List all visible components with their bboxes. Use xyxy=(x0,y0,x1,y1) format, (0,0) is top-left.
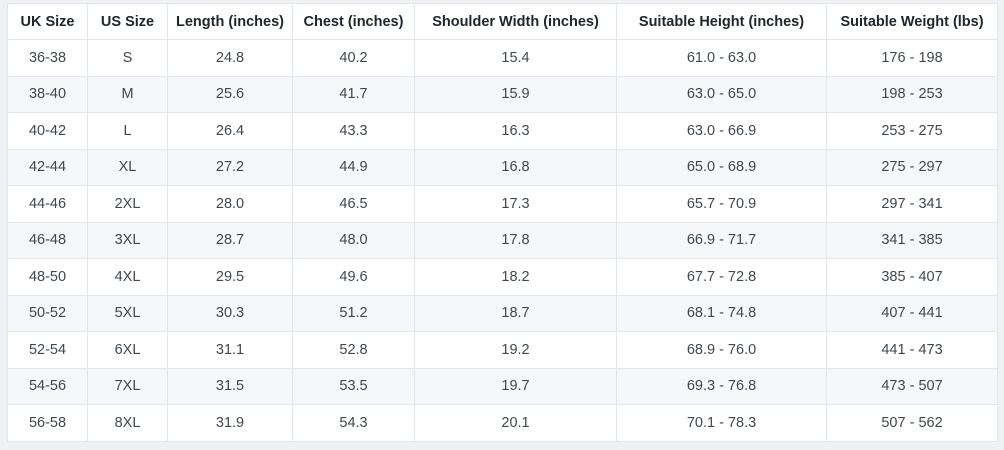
table-cell: 15.4 xyxy=(414,39,617,77)
table-cell: 51.2 xyxy=(292,294,415,332)
table-cell: 49.6 xyxy=(292,258,415,296)
table-row: 50-52 5XL 30.3 51.2 18.7 68.1 - 74.8 407 - 441 xyxy=(7,294,998,332)
table-cell: 28.7 xyxy=(167,221,293,259)
table-cell: 16.8 xyxy=(414,148,617,186)
table-cell: 52.8 xyxy=(292,331,415,369)
column-header-us-size: US Size xyxy=(87,3,168,40)
table-cell: S xyxy=(87,39,168,77)
table-row: 56-58 8XL 31.9 54.3 20.1 70.1 - 78.3 507 - 562 xyxy=(7,404,998,442)
table-cell: 54-56 xyxy=(7,367,88,405)
table-cell: 63.0 - 66.9 xyxy=(616,112,827,150)
table-cell: 19.7 xyxy=(414,367,617,405)
table-cell: 5XL xyxy=(87,294,168,332)
table-body: 36-38 S 24.8 40.2 15.4 61.0 - 63.0 176 - 198 38… xyxy=(7,39,998,442)
table-cell: 20.1 xyxy=(414,404,617,442)
table-cell: 68.9 - 76.0 xyxy=(616,331,827,369)
table-cell: 63.0 - 65.0 xyxy=(616,75,827,113)
table-cell: 15.9 xyxy=(414,75,617,113)
table-cell: 53.5 xyxy=(292,367,415,405)
table-cell: 507 - 562 xyxy=(826,404,998,442)
table-cell: 70.1 - 78.3 xyxy=(616,404,827,442)
table-cell: 473 - 507 xyxy=(826,367,998,405)
table-cell: 48-50 xyxy=(7,258,88,296)
table-row: 46-48 3XL 28.7 48.0 17.8 66.9 - 71.7 341 - 385 xyxy=(7,221,998,259)
table-cell: 40.2 xyxy=(292,39,415,77)
table-cell: 176 - 198 xyxy=(826,39,998,77)
table-cell: XL xyxy=(87,148,168,186)
table-cell: 54.3 xyxy=(292,404,415,442)
table-cell: 2XL xyxy=(87,185,168,223)
column-header-uk-size: UK Size xyxy=(7,3,88,40)
table-cell: 17.3 xyxy=(414,185,617,223)
table-cell: 18.7 xyxy=(414,294,617,332)
size-chart-table: UK Size US Size Length (inches) Chest (i… xyxy=(7,3,998,442)
table-cell: 43.3 xyxy=(292,112,415,150)
table-header-row: UK Size US Size Length (inches) Chest (i… xyxy=(7,3,998,40)
table-cell: 8XL xyxy=(87,404,168,442)
table-cell: 65.0 - 68.9 xyxy=(616,148,827,186)
table-cell: 4XL xyxy=(87,258,168,296)
table-cell: 29.5 xyxy=(167,258,293,296)
table-row: 44-46 2XL 28.0 46.5 17.3 65.7 - 70.9 297 - 341 xyxy=(7,185,998,223)
table-row: 54-56 7XL 31.5 53.5 19.7 69.3 - 76.8 473 - 507 xyxy=(7,367,998,405)
table-cell: 46-48 xyxy=(7,221,88,259)
table-cell: 26.4 xyxy=(167,112,293,150)
table-cell: 56-58 xyxy=(7,404,88,442)
table-cell: 50-52 xyxy=(7,294,88,332)
table-cell: 38-40 xyxy=(7,75,88,113)
table-cell: 44-46 xyxy=(7,185,88,223)
table-cell: 6XL xyxy=(87,331,168,369)
table-cell: M xyxy=(87,75,168,113)
column-header-suitable-weight: Suitable Weight (lbs) xyxy=(826,3,998,40)
table-cell: 441 - 473 xyxy=(826,331,998,369)
table-cell: 30.3 xyxy=(167,294,293,332)
table-cell: 407 - 441 xyxy=(826,294,998,332)
table-cell: 7XL xyxy=(87,367,168,405)
column-header-length: Length (inches) xyxy=(167,3,293,40)
table-cell: 385 - 407 xyxy=(826,258,998,296)
table-cell: 44.9 xyxy=(292,148,415,186)
table-cell: 52-54 xyxy=(7,331,88,369)
column-header-shoulder-width: Shoulder Width (inches) xyxy=(414,3,617,40)
table-row: 52-54 6XL 31.1 52.8 19.2 68.9 - 76.0 441 - 473 xyxy=(7,331,998,369)
table-cell: 297 - 341 xyxy=(826,185,998,223)
table-cell: 42-44 xyxy=(7,148,88,186)
table-cell: 17.8 xyxy=(414,221,617,259)
table-cell: 31.5 xyxy=(167,367,293,405)
table-cell: 67.7 - 72.8 xyxy=(616,258,827,296)
table-cell: 198 - 253 xyxy=(826,75,998,113)
table-row: 36-38 S 24.8 40.2 15.4 61.0 - 63.0 176 - 198 xyxy=(7,39,998,77)
table-cell: 46.5 xyxy=(292,185,415,223)
column-header-suitable-height: Suitable Height (inches) xyxy=(616,3,827,40)
table-cell: 36-38 xyxy=(7,39,88,77)
table-cell: 3XL xyxy=(87,221,168,259)
table-cell: 18.2 xyxy=(414,258,617,296)
table-cell: 41.7 xyxy=(292,75,415,113)
table-cell: 27.2 xyxy=(167,148,293,186)
table-cell: 16.3 xyxy=(414,112,617,150)
table-row: 40-42 L 26.4 43.3 16.3 63.0 - 66.9 253 - 275 xyxy=(7,112,998,150)
table-cell: 275 - 297 xyxy=(826,148,998,186)
table-cell: 40-42 xyxy=(7,112,88,150)
column-header-chest: Chest (inches) xyxy=(292,3,415,40)
table-cell: 66.9 - 71.7 xyxy=(616,221,827,259)
table-cell: 341 - 385 xyxy=(826,221,998,259)
table-cell: 68.1 - 74.8 xyxy=(616,294,827,332)
table-cell: 28.0 xyxy=(167,185,293,223)
table-row: 42-44 XL 27.2 44.9 16.8 65.0 - 68.9 275 - 297 xyxy=(7,148,998,186)
table-cell: 19.2 xyxy=(414,331,617,369)
table-row: 48-50 4XL 29.5 49.6 18.2 67.7 - 72.8 385 - 407 xyxy=(7,258,998,296)
table-cell: 31.9 xyxy=(167,404,293,442)
table-cell: 25.6 xyxy=(167,75,293,113)
table-cell: 69.3 - 76.8 xyxy=(616,367,827,405)
table-cell: L xyxy=(87,112,168,150)
table-cell: 65.7 - 70.9 xyxy=(616,185,827,223)
table-row: 38-40 M 25.6 41.7 15.9 63.0 - 65.0 198 - 253 xyxy=(7,75,998,113)
table-cell: 48.0 xyxy=(292,221,415,259)
table-cell: 31.1 xyxy=(167,331,293,369)
table-cell: 24.8 xyxy=(167,39,293,77)
size-chart-container: UK Size US Size Length (inches) Chest (i… xyxy=(7,3,998,442)
table-cell: 253 - 275 xyxy=(826,112,998,150)
table-cell: 61.0 - 63.0 xyxy=(616,39,827,77)
